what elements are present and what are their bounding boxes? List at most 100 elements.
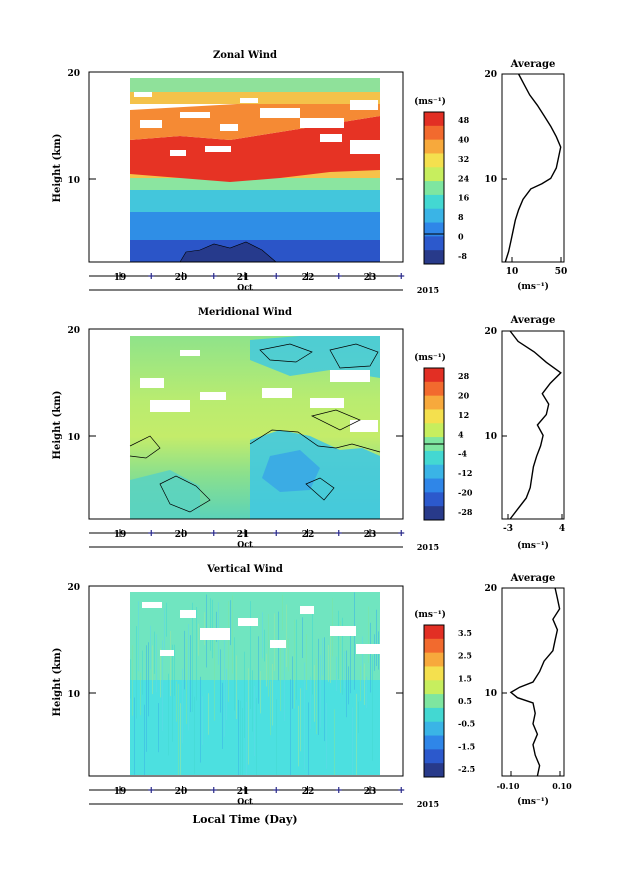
vertical-stripe bbox=[298, 705, 299, 767]
vertical-colorbar-frame bbox=[423, 624, 445, 778]
vertical-stripe bbox=[190, 635, 191, 713]
vertical-stripe bbox=[176, 681, 177, 722]
meridional-zero-contours bbox=[129, 343, 381, 513]
meridional-colorbar-swatch bbox=[424, 409, 444, 424]
vertical-stripe bbox=[236, 655, 237, 720]
vertical-stripe bbox=[340, 621, 341, 693]
vertical-wind-panel: Vertical Wind Height (km) 20 10 19 20 21 bbox=[52, 564, 572, 826]
vertical-stripe bbox=[326, 702, 327, 769]
zonal-xtick-19: 19 bbox=[114, 273, 127, 283]
zonal-colorbar: (ms⁻¹) 48 40 32 24 16 8 0 -8 bbox=[414, 96, 470, 265]
vertical-colorbar-swatch bbox=[424, 652, 444, 667]
zonal-month-label: Oct bbox=[237, 282, 253, 292]
zonal-colorbar-label: -8 bbox=[458, 251, 467, 261]
vertical-stripe bbox=[314, 665, 315, 722]
zonal-jet-core bbox=[130, 116, 380, 182]
vertical-stripe bbox=[318, 638, 319, 735]
zonal-profile-title: Average bbox=[510, 59, 556, 70]
meridional-ytick-20: 20 bbox=[67, 326, 80, 336]
zonal-time-marker bbox=[148, 273, 155, 279]
zonal-time-marker bbox=[210, 273, 217, 279]
meridional-colorbar-label: 20 bbox=[458, 390, 470, 400]
zonal-zero-contour bbox=[179, 241, 277, 263]
zonal-band-top bbox=[130, 78, 380, 92]
vertical-stripe bbox=[186, 639, 187, 725]
vertical-profile-line bbox=[509, 587, 561, 777]
meridional-xtick-20: 20 bbox=[175, 530, 188, 540]
vertical-stripe bbox=[170, 631, 171, 697]
zonal-colorbar-label: 0 bbox=[458, 232, 464, 242]
vertical-stripe bbox=[338, 610, 339, 680]
vertical-colorbar-swatch bbox=[424, 694, 444, 709]
vertical-stripe bbox=[210, 598, 211, 651]
meridional-colorbar: (ms⁻¹) 28 20 12 4 -4 -12 -20 -28 bbox=[414, 352, 473, 521]
vertical-stripe bbox=[234, 637, 235, 711]
vertical-colorbar-label: 3.5 bbox=[458, 628, 472, 638]
vertical-plot-frame bbox=[88, 585, 404, 777]
vertical-stripe bbox=[324, 637, 325, 742]
vertical-stripe bbox=[266, 653, 267, 687]
vertical-stripe bbox=[370, 622, 371, 693]
vertical-stripe bbox=[242, 708, 243, 775]
vertical-stripe bbox=[292, 656, 293, 709]
vertical-stripe bbox=[256, 697, 257, 775]
vertical-stripe bbox=[290, 679, 291, 775]
vertical-stripe bbox=[276, 699, 277, 775]
vertical-profile-xtick-neg010: -0.10 bbox=[497, 781, 520, 791]
zonal-plot-frame bbox=[88, 71, 404, 263]
figure-xlabel: Local Time (Day) bbox=[192, 813, 297, 826]
vertical-missing-data bbox=[142, 602, 380, 656]
vertical-stripe bbox=[196, 607, 197, 701]
vertical-ytick-20: 20 bbox=[67, 583, 80, 593]
meridional-colorbar-swatch bbox=[424, 450, 444, 466]
vertical-stripe bbox=[214, 627, 215, 721]
vertical-stripe bbox=[140, 672, 141, 716]
vertical-stripe bbox=[142, 650, 143, 695]
zonal-time-marker bbox=[273, 273, 280, 279]
vertical-time-axis: 19 20 21 22 23 Oct 2015 Local Time (Day) bbox=[89, 786, 439, 826]
vertical-colorbar-label: -0.5 bbox=[458, 719, 475, 729]
vertical-stripe bbox=[158, 703, 159, 753]
meridional-colorbar-label: -4 bbox=[458, 449, 467, 459]
vertical-colorbar-label: 1.5 bbox=[458, 673, 472, 683]
vertical-stripe bbox=[208, 693, 209, 735]
vertical-stripe bbox=[296, 619, 297, 700]
meridional-profile-xtick-neg3: -3 bbox=[503, 524, 513, 534]
vertical-stripe bbox=[238, 699, 239, 775]
zonal-profile-xtick-50: 50 bbox=[555, 267, 568, 277]
zonal-colorbar-label: 48 bbox=[458, 115, 470, 125]
zonal-yticks bbox=[89, 71, 403, 180]
vertical-stripe bbox=[246, 701, 247, 775]
zonal-xtick-23: 23 bbox=[364, 273, 377, 283]
meridional-colorbar-label: 4 bbox=[458, 429, 464, 439]
vertical-colorbar-swatch bbox=[424, 749, 444, 764]
vertical-stripe bbox=[224, 632, 225, 737]
meridional-colorbar-label: 28 bbox=[458, 371, 470, 381]
vertical-stripe bbox=[150, 625, 151, 670]
vertical-colorbar-swatch bbox=[424, 721, 444, 737]
meridional-time-marker bbox=[335, 530, 342, 536]
vertical-profile-frame bbox=[501, 587, 565, 777]
zonal-time-marker bbox=[335, 273, 342, 279]
meridional-time-marker bbox=[148, 530, 155, 536]
vertical-stripe bbox=[328, 644, 329, 682]
vertical-title: Vertical Wind bbox=[206, 564, 283, 575]
meridional-ytick-10: 10 bbox=[67, 433, 80, 443]
vertical-colorbar-unit: (ms⁻¹) bbox=[414, 609, 446, 620]
vertical-stripe bbox=[342, 617, 343, 695]
zonal-colorbar-swatches bbox=[424, 112, 444, 265]
meridional-time-marker bbox=[273, 530, 280, 536]
vertical-stripe bbox=[300, 688, 301, 752]
vertical-stripe bbox=[280, 640, 281, 711]
meridional-colorbar-swatches bbox=[424, 368, 444, 521]
vertical-stripe bbox=[228, 601, 229, 702]
vertical-stripe bbox=[180, 703, 181, 775]
vertical-stripe bbox=[262, 612, 263, 659]
vertical-stripe bbox=[232, 595, 233, 674]
vertical-stripe bbox=[294, 619, 295, 709]
vertical-profile-xlabel: (ms⁻¹) bbox=[517, 796, 549, 807]
zonal-colorbar-swatch bbox=[424, 222, 444, 237]
vertical-stripe bbox=[316, 658, 317, 735]
vertical-time-marker bbox=[398, 787, 405, 793]
vertical-time-marker bbox=[148, 787, 155, 793]
